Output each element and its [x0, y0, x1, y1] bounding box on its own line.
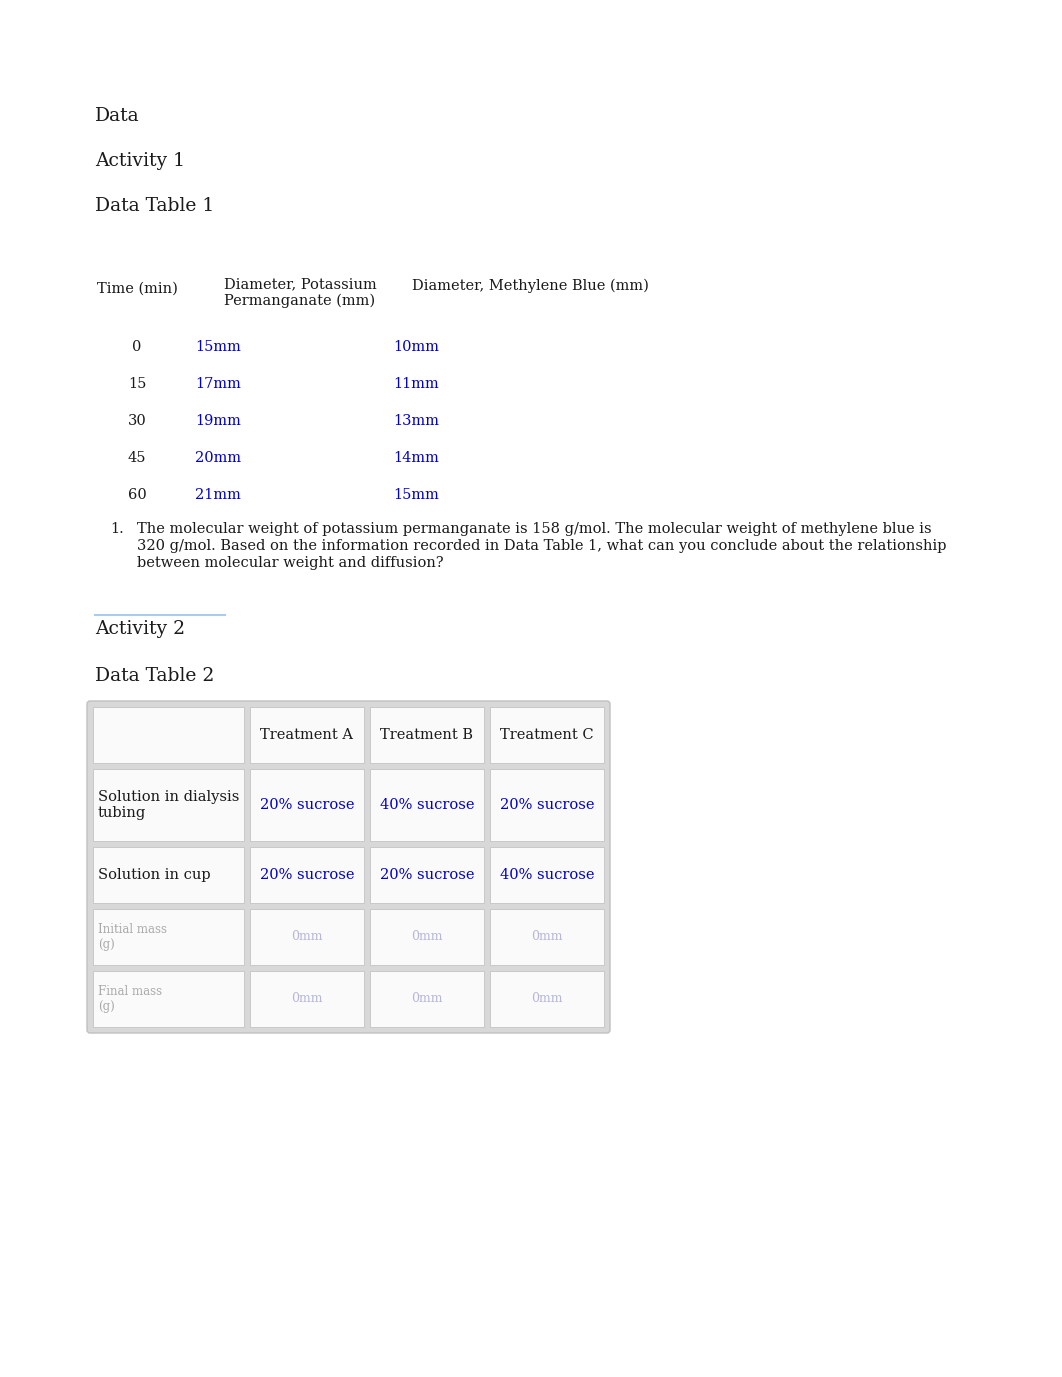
Text: 20mm: 20mm: [195, 452, 241, 465]
Text: Diameter, Potassium
Permanganate (mm): Diameter, Potassium Permanganate (mm): [224, 277, 376, 307]
FancyBboxPatch shape: [250, 847, 364, 903]
Text: Activity 2: Activity 2: [95, 620, 185, 638]
Text: Solution in dialysis
tubing: Solution in dialysis tubing: [98, 790, 239, 821]
FancyBboxPatch shape: [490, 768, 604, 841]
FancyBboxPatch shape: [93, 909, 244, 965]
FancyBboxPatch shape: [370, 768, 484, 841]
FancyBboxPatch shape: [370, 909, 484, 965]
FancyBboxPatch shape: [490, 971, 604, 1027]
Text: 11mm: 11mm: [393, 377, 439, 391]
Text: Time (min): Time (min): [97, 282, 177, 296]
FancyBboxPatch shape: [93, 768, 244, 841]
Text: between molecular weight and diffusion?: between molecular weight and diffusion?: [137, 556, 444, 570]
Text: 0mm: 0mm: [531, 931, 563, 943]
Text: 17mm: 17mm: [195, 377, 241, 391]
Text: Data Table 1: Data Table 1: [95, 197, 215, 215]
Text: Diameter, Methylene Blue (mm): Diameter, Methylene Blue (mm): [412, 280, 649, 293]
Text: Initial mass
(g): Initial mass (g): [98, 923, 167, 952]
Text: 45: 45: [127, 452, 147, 465]
Text: 20% sucrose: 20% sucrose: [380, 868, 475, 883]
Text: 19mm: 19mm: [195, 414, 241, 428]
Text: Data Table 2: Data Table 2: [95, 666, 215, 684]
Text: 15mm: 15mm: [393, 487, 439, 503]
FancyBboxPatch shape: [93, 706, 244, 763]
Text: 15: 15: [127, 377, 147, 391]
Text: 10mm: 10mm: [393, 340, 439, 354]
Text: 15mm: 15mm: [195, 340, 241, 354]
Text: Treatment C: Treatment C: [500, 728, 594, 742]
Text: 1.: 1.: [110, 522, 124, 536]
Text: 40% sucrose: 40% sucrose: [500, 868, 595, 883]
Text: 0mm: 0mm: [291, 993, 323, 1005]
FancyBboxPatch shape: [93, 971, 244, 1027]
Text: 30: 30: [127, 414, 147, 428]
Text: Treatment B: Treatment B: [380, 728, 474, 742]
Text: The molecular weight of potassium permanganate is 158 g/mol. The molecular weigh: The molecular weight of potassium perman…: [137, 522, 931, 536]
Text: 0: 0: [133, 340, 141, 354]
FancyBboxPatch shape: [250, 706, 364, 763]
FancyBboxPatch shape: [250, 768, 364, 841]
Text: Final mass
(g): Final mass (g): [98, 985, 162, 1013]
FancyBboxPatch shape: [250, 909, 364, 965]
FancyBboxPatch shape: [490, 706, 604, 763]
FancyBboxPatch shape: [93, 847, 244, 903]
Text: Treatment A: Treatment A: [260, 728, 354, 742]
FancyBboxPatch shape: [490, 847, 604, 903]
FancyBboxPatch shape: [490, 909, 604, 965]
Text: 20% sucrose: 20% sucrose: [260, 868, 355, 883]
FancyBboxPatch shape: [370, 971, 484, 1027]
Text: 0mm: 0mm: [411, 931, 443, 943]
FancyBboxPatch shape: [250, 971, 364, 1027]
Text: 0mm: 0mm: [531, 993, 563, 1005]
Text: 320 g/mol. Based on the information recorded in Data Table 1, what can you concl: 320 g/mol. Based on the information reco…: [137, 538, 946, 554]
Text: 13mm: 13mm: [393, 414, 439, 428]
Text: 20% sucrose: 20% sucrose: [260, 799, 355, 812]
Text: 14mm: 14mm: [393, 452, 439, 465]
Text: 40% sucrose: 40% sucrose: [380, 799, 475, 812]
Text: 0mm: 0mm: [411, 993, 443, 1005]
Text: Activity 1: Activity 1: [95, 151, 185, 169]
FancyBboxPatch shape: [87, 701, 610, 1033]
Text: Solution in cup: Solution in cup: [98, 868, 210, 883]
FancyBboxPatch shape: [370, 706, 484, 763]
FancyBboxPatch shape: [370, 847, 484, 903]
Text: 21mm: 21mm: [195, 487, 241, 503]
Text: 60: 60: [127, 487, 147, 503]
Text: Data: Data: [95, 107, 139, 125]
Text: 20% sucrose: 20% sucrose: [500, 799, 595, 812]
Text: 0mm: 0mm: [291, 931, 323, 943]
